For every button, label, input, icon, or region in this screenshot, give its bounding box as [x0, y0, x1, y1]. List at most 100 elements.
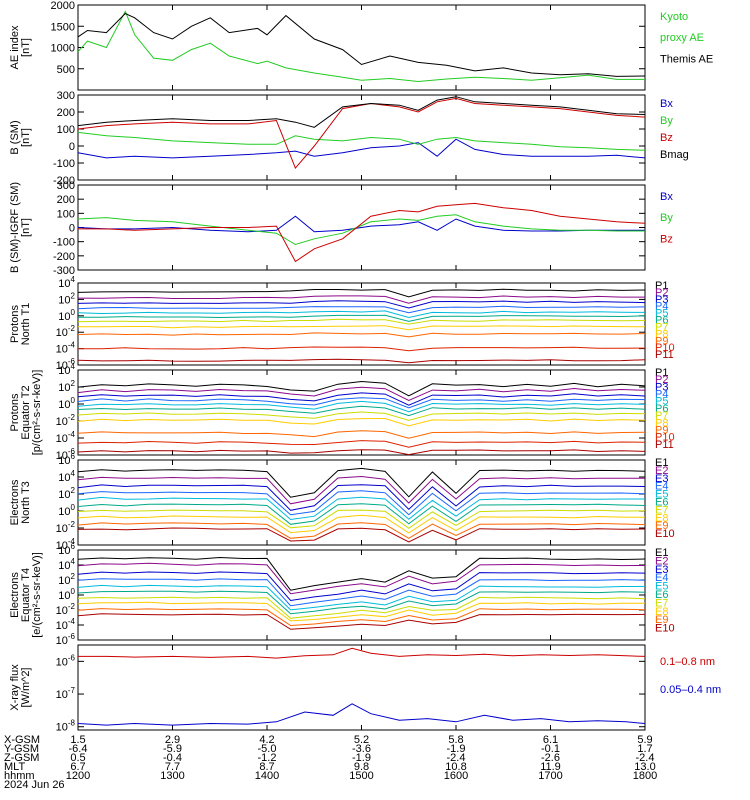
y-tick-label: 104: [58, 557, 75, 572]
legend-entry: E3: [655, 564, 668, 576]
legend-entry: Bx: [660, 98, 673, 110]
y-tick-label: 10-6: [56, 653, 76, 668]
legend-entry: E3: [655, 473, 668, 485]
ephemeris-value: -5.9: [163, 743, 182, 755]
y-axis-label: [e/(cm²-s-sr-keV)]: [31, 552, 43, 638]
series-line: [77, 417, 646, 427]
series-line: [78, 346, 646, 352]
legend-entry: P5: [655, 396, 668, 408]
legend-entry: Bx: [660, 191, 673, 203]
y-tick-label: -200: [53, 251, 75, 263]
y-axis-label: Electrons: [9, 479, 21, 525]
y-tick-label: 100: [57, 208, 75, 220]
ephemeris-label: Y-GSM: [4, 743, 39, 755]
legend-entry: E8: [655, 512, 668, 524]
panel-3: -300 -200 -100 0 100 200 300 B (SM)-IGRF (SM) [n…: [9, 180, 673, 277]
x-tick-label: 1700: [538, 770, 562, 782]
series-line: [77, 411, 646, 421]
y-tick-label: 2000: [51, 0, 75, 12]
legend-entry: E5: [655, 581, 668, 593]
y-tick-label: 100: [58, 503, 75, 518]
legend-entry: P8: [655, 417, 668, 429]
panel-frame: [77, 459, 646, 546]
series-line: [77, 300, 646, 309]
ephemeris-value: -2.6: [541, 752, 560, 764]
series-line: [77, 562, 646, 595]
y-tick-label: -100: [53, 158, 75, 170]
legend-entry: E1: [655, 547, 668, 559]
series-line: [77, 380, 646, 397]
legend-entry: P3: [655, 294, 668, 306]
y-tick-label: 104: [58, 362, 75, 377]
series-line: [78, 325, 646, 331]
legend-entry: P10: [655, 342, 675, 354]
series-line: [77, 215, 645, 233]
series-line: [77, 12, 646, 77]
y-tick-label: 200: [57, 194, 75, 206]
legend-entry: P6: [655, 315, 668, 327]
y-tick-label: 10-7: [56, 686, 76, 701]
ephemeris-label: MLT: [4, 761, 25, 773]
date-label: 2024 Jun 26: [4, 779, 65, 791]
y-axis-label: [nT]: [20, 38, 32, 57]
series-line: [77, 400, 646, 413]
legend-entry: 0.1–0.8 nm: [660, 656, 715, 668]
legend-entry: P1: [655, 367, 668, 379]
y-tick-label: 10-6: [56, 632, 76, 647]
x-tick-label: 1600: [444, 770, 468, 782]
ephemeris-value: 9.8: [354, 761, 369, 773]
series-line: [77, 484, 646, 511]
time-axis-label: hhmm: [4, 770, 35, 782]
y-tick-label: 104: [58, 469, 75, 484]
series-line: [77, 578, 646, 607]
y-axis-label: Equator T2: [20, 385, 32, 439]
series-line: [77, 490, 646, 516]
series-line: [77, 584, 646, 611]
series-line: [77, 310, 646, 319]
ephemeris-value: 5.8: [448, 734, 463, 746]
y-axis-label: Protons: [9, 393, 21, 431]
series-line: [77, 214, 645, 246]
series-line: [77, 475, 645, 505]
ephemeris-value: -3.6: [352, 743, 371, 755]
legend-entry: P10: [655, 432, 675, 444]
y-axis-label: AE index: [9, 25, 21, 70]
x-tick-label: 1400: [255, 770, 279, 782]
panel-1: 500 1000 1500 2000 AE index [nT] Kyoto proxy AE…: [9, 0, 713, 91]
ephemeris-value: -5.0: [258, 743, 277, 755]
series-line: [77, 522, 646, 539]
series-line: [77, 703, 646, 726]
legend-entry: P6: [655, 403, 668, 415]
series-line: [77, 503, 646, 525]
ephemeris-value: -0.1: [541, 743, 560, 755]
ephemeris-value: 1.7: [637, 743, 652, 755]
series-line: [77, 430, 646, 439]
y-tick-label: 200: [57, 107, 75, 119]
y-axis-label: B (SM)-IGRF (SM): [9, 182, 21, 273]
legend-entry: E8: [655, 606, 668, 618]
ephemeris-value: 6.1: [543, 734, 558, 746]
series-line: [77, 449, 646, 456]
legend-entry: Bz: [660, 233, 673, 245]
series-line: [77, 96, 646, 128]
legend-entry: P7: [655, 321, 668, 333]
y-axis-label: North T3: [20, 481, 32, 524]
ephemeris-value: -0.4: [163, 752, 182, 764]
y-tick-label: 1000: [51, 43, 75, 55]
series-line: [77, 613, 646, 630]
legend-entry: By: [660, 115, 673, 127]
y-axis-label: X-ray flux: [9, 664, 21, 711]
y-tick-label: 102: [58, 291, 75, 306]
y-tick-label: -200: [53, 175, 75, 187]
series-line: [77, 514, 646, 534]
legend-entry: 0.05–0.4 nm: [660, 684, 721, 696]
y-tick-label: 10-2: [56, 324, 76, 339]
legend-entry: Bmag: [660, 149, 689, 161]
series-line: [77, 288, 646, 298]
y-tick-label: 10-8: [56, 719, 76, 734]
legend-entry: P11: [655, 439, 674, 451]
y-axis-label: [W/m^2]: [20, 668, 32, 708]
series-line: [78, 314, 646, 322]
